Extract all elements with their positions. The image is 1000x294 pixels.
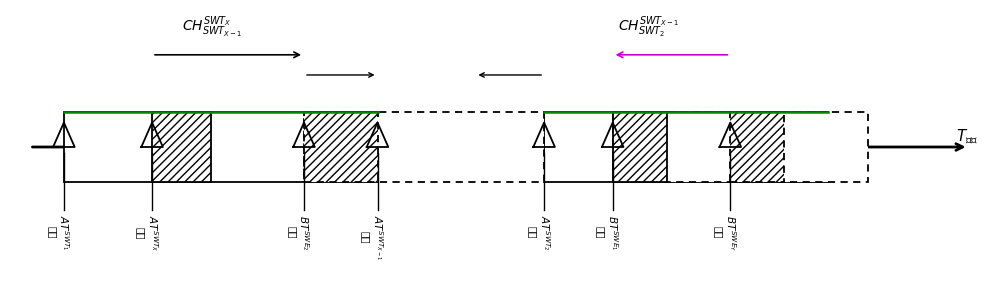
Bar: [544, 112, 828, 182]
Text: $CH^{SWT_X}_{SWT_{X-1}}$: $CH^{SWT_X}_{SWT_{X-1}}$: [182, 15, 242, 40]
Text: $AT^{SWT_1}$
生成: $AT^{SWT_1}$ 生成: [47, 215, 71, 250]
Text: $CH^{SWT_{X-1}}_{SWT_2}$: $CH^{SWT_{X-1}}_{SWT_2}$: [618, 15, 679, 40]
Text: $AT^{SWT_2}$
生成: $AT^{SWT_2}$ 生成: [527, 215, 551, 250]
Bar: [152, 112, 211, 182]
Text: $T_{周期}$: $T_{周期}$: [956, 127, 978, 146]
Bar: [64, 112, 378, 182]
Bar: [613, 112, 868, 182]
Text: $BT^{SWE_Y}$
生成: $BT^{SWE_Y}$ 生成: [713, 215, 738, 251]
Bar: [613, 112, 667, 182]
Text: $BT^{SWE_2}$
生成: $BT^{SWE_2}$ 生成: [287, 215, 311, 250]
Text: $AT^{SWT_X}$
生成: $AT^{SWT_X}$ 生成: [135, 215, 159, 251]
Bar: [730, 112, 784, 182]
Bar: [304, 112, 378, 182]
Bar: [304, 112, 544, 182]
Text: $BT^{SWE_1}$
生成: $BT^{SWE_1}$ 生成: [596, 215, 620, 250]
Text: $AT^{SWT_{X-1}}$
生成: $AT^{SWT_{X-1}}$ 生成: [360, 215, 385, 260]
